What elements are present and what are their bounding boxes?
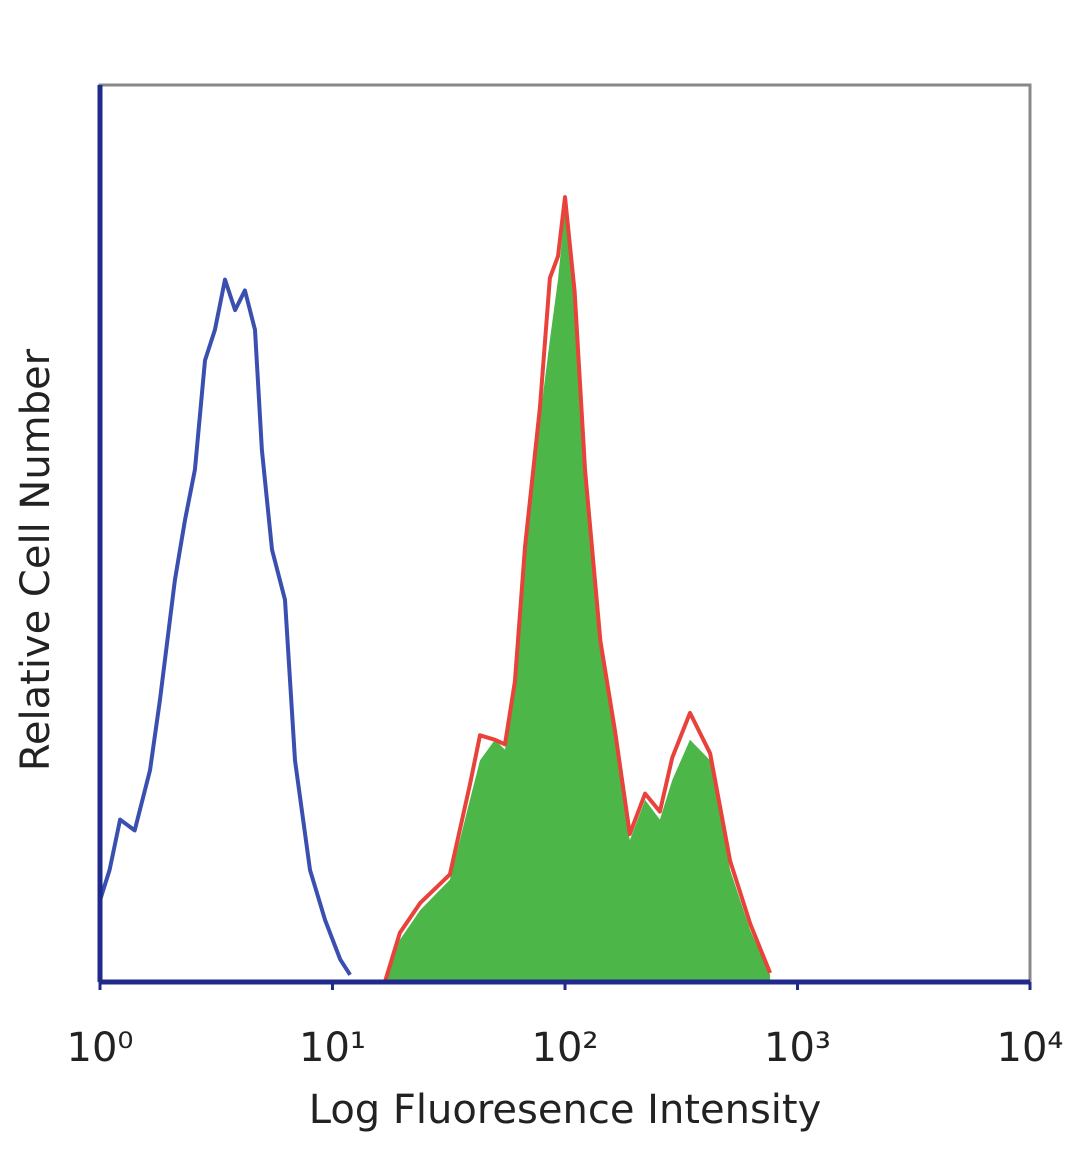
- x-tick-label: 10¹: [299, 1025, 366, 1071]
- x-tick-label: 10⁴: [997, 1025, 1064, 1071]
- x-tick-label: 10²: [532, 1025, 599, 1071]
- x-tick-label: 10³: [764, 1025, 831, 1071]
- histogram-area: [384, 209, 771, 982]
- x-tick-label: 10⁰: [67, 1025, 134, 1071]
- x-axis-label: Log Fluoresence Intensity: [309, 1087, 822, 1133]
- histogram-line: [98, 277, 352, 976]
- histogram-line: [382, 195, 772, 983]
- y-axis-label: Relative Cell Number: [13, 348, 59, 771]
